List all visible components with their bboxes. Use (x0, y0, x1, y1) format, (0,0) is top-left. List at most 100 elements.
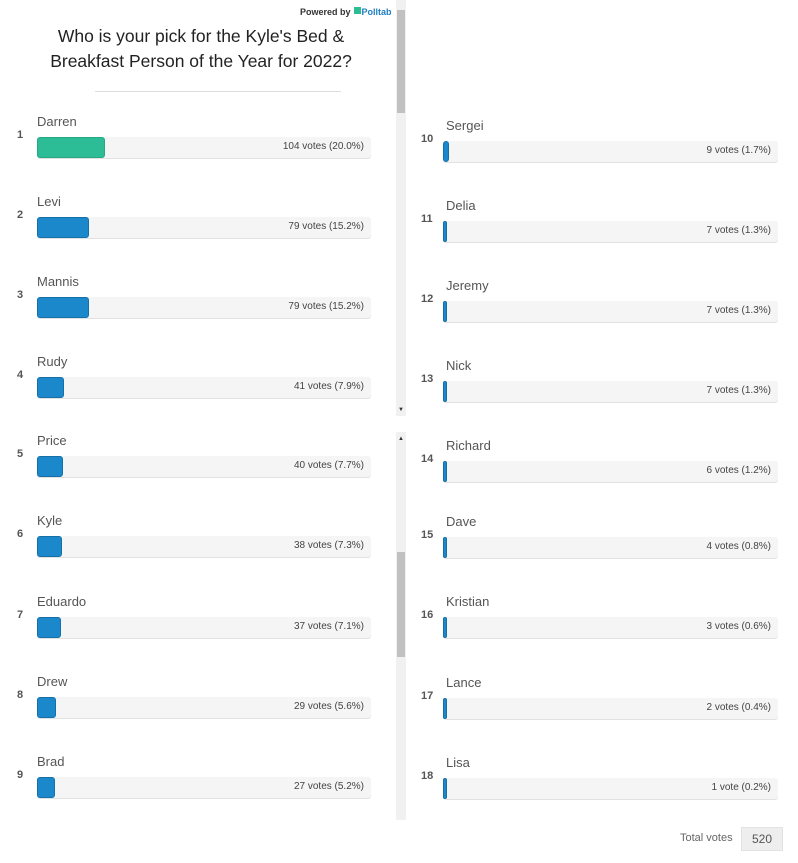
result-row: 16 Kristian 3 votes (0.6%) (0, 594, 798, 654)
result-rank: 8 (17, 689, 24, 701)
result-bar-track: 79 votes (15.2%) (37, 297, 371, 318)
result-option-name: Rudy (37, 354, 68, 369)
result-votes: 1 vote (0.2%) (711, 782, 771, 793)
result-bar-fill (443, 778, 447, 799)
result-votes: 37 votes (7.1%) (293, 621, 364, 632)
result-votes: 27 votes (5.2%) (293, 781, 364, 792)
result-rank: 12 (421, 293, 434, 305)
result-bar-track: 38 votes (7.3%) (37, 536, 371, 557)
result-option-name: Kyle (37, 513, 63, 528)
result-rank: 18 (421, 770, 434, 782)
polltab-logo-icon (353, 7, 361, 14)
result-row: 18 Lisa 1 vote (0.2%) (0, 755, 798, 815)
result-option-name: Brad (37, 754, 65, 769)
result-row: 7 Eduardo 37 votes (7.1%) (0, 594, 798, 654)
result-votes: 7 votes (1.3%) (706, 305, 771, 316)
result-bar-track: 1 vote (0.2%) (443, 778, 778, 799)
scrollbar-thumb[interactable] (397, 10, 405, 113)
result-rank: 14 (421, 453, 434, 465)
result-row: 15 Dave 4 votes (0.8%) (0, 514, 798, 574)
result-option-name: Drew (37, 674, 68, 689)
result-bar-track: 6 votes (1.2%) (443, 461, 778, 482)
result-rank: 11 (421, 213, 433, 225)
result-bar-track: 7 votes (1.3%) (443, 381, 778, 402)
result-bar-fill (37, 217, 89, 238)
result-row: 13 Nick 7 votes (1.3%) (0, 358, 798, 418)
scroll-down-arrow-icon[interactable]: ▼ (398, 407, 404, 413)
result-option-name: Jeremy (446, 278, 489, 293)
result-option-name: Darren (37, 114, 77, 129)
result-rank: 4 (17, 369, 24, 381)
result-votes: 41 votes (7.9%) (293, 381, 364, 392)
result-votes: 104 votes (20.0%) (282, 141, 364, 152)
result-rank: 5 (17, 448, 24, 460)
result-bar-track: 9 votes (1.7%) (443, 141, 778, 162)
result-rank: 13 (421, 373, 434, 385)
result-votes: 7 votes (1.3%) (706, 225, 771, 236)
result-bar-fill (443, 617, 447, 638)
result-row: 5 Price 40 votes (7.7%) (0, 433, 798, 493)
result-votes: 79 votes (15.2%) (288, 301, 364, 312)
result-bar-fill (37, 697, 57, 718)
result-row: 8 Drew 29 votes (5.6%) (0, 674, 798, 734)
result-bar-fill (37, 137, 105, 158)
result-option-name: Richard (446, 438, 491, 453)
result-bar-fill (443, 301, 448, 322)
result-bar-track: 7 votes (1.3%) (443, 301, 778, 322)
result-bar-track: 37 votes (7.1%) (37, 617, 371, 638)
result-row: 2 Levi 79 votes (15.2%) (0, 194, 798, 254)
result-bar-fill (37, 536, 62, 557)
result-option-name: Dave (446, 514, 477, 529)
result-row: 6 Kyle 38 votes (7.3%) (0, 513, 798, 573)
result-option-name: Nick (446, 358, 472, 373)
result-row: 4 Rudy 41 votes (7.9%) (0, 354, 798, 414)
result-bar-track: 2 votes (0.4%) (443, 698, 778, 719)
result-rank: 1 (17, 129, 24, 141)
scrollbar-top[interactable]: ▼ (396, 0, 406, 416)
scrollbar-bottom[interactable]: ▲ (396, 432, 406, 820)
powered-by-label: Powered by (300, 7, 351, 17)
result-rank: 9 (17, 769, 24, 781)
result-rank: 7 (17, 609, 24, 621)
result-option-name: Sergei (446, 118, 484, 133)
result-votes: 6 votes (1.2%) (706, 465, 771, 476)
result-rank: 6 (17, 528, 24, 540)
result-votes: 29 votes (5.6%) (293, 701, 364, 712)
result-option-name: Delia (446, 198, 476, 213)
result-option-name: Eduardo (37, 594, 87, 609)
result-bar-fill (37, 617, 62, 638)
result-votes: 38 votes (7.3%) (293, 540, 364, 551)
result-bar-track: 104 votes (20.0%) (37, 137, 371, 158)
result-rank: 3 (17, 289, 24, 301)
result-rank: 15 (421, 529, 434, 541)
result-bar-track: 4 votes (0.8%) (443, 537, 778, 558)
result-row: 12 Jeremy 7 votes (1.3%) (0, 278, 798, 338)
result-option-name: Levi (37, 194, 61, 209)
result-option-name: Mannis (37, 274, 79, 289)
polltab-brand[interactable]: Polltab (361, 7, 392, 17)
result-option-name: Lisa (446, 755, 470, 770)
result-bar-track: 7 votes (1.3%) (443, 221, 778, 242)
scrollbar-thumb[interactable] (397, 552, 405, 657)
result-option-name: Lance (446, 675, 482, 690)
result-bar-fill (443, 141, 449, 162)
result-bar-fill (443, 381, 448, 402)
result-bar-fill (37, 777, 55, 798)
result-row: 1 Darren 104 votes (20.0%) (0, 114, 798, 174)
total-votes-value: 520 (741, 827, 783, 851)
result-votes: 4 votes (0.8%) (706, 541, 771, 552)
result-row: 17 Lance 2 votes (0.4%) (0, 675, 798, 735)
scroll-up-arrow-icon[interactable]: ▲ (398, 436, 404, 442)
result-rank: 16 (421, 609, 434, 621)
result-bar-fill (443, 537, 447, 558)
powered-by[interactable]: Powered by Polltab (300, 7, 392, 17)
result-votes: 40 votes (7.7%) (293, 460, 364, 471)
result-bar-track: 29 votes (5.6%) (37, 697, 371, 718)
result-bar-fill (443, 221, 448, 242)
result-bar-fill (37, 377, 64, 398)
result-votes: 79 votes (15.2%) (288, 221, 364, 232)
result-row: 10 Sergei 9 votes (1.7%) (0, 118, 798, 178)
result-option-name: Kristian (446, 594, 490, 609)
result-bar-track: 40 votes (7.7%) (37, 456, 371, 477)
result-votes: 9 votes (1.7%) (706, 145, 771, 156)
